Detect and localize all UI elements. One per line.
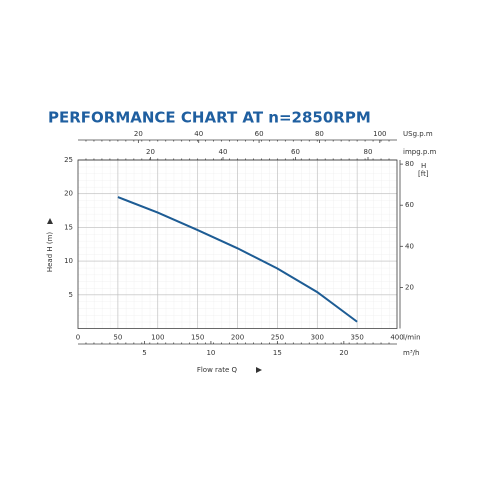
y-tick-label: 20 bbox=[64, 190, 73, 198]
tick-label: 20 bbox=[146, 148, 155, 156]
tick-label: 40 bbox=[194, 130, 203, 138]
y2-tick-label: 20 bbox=[405, 283, 414, 291]
x-axis-title: Flow rate Q bbox=[197, 366, 238, 374]
y2-tick-label: 60 bbox=[405, 201, 414, 209]
chart-title: PERFORMANCE CHART AT n=2850RPM bbox=[48, 109, 371, 127]
y-tick-label: 15 bbox=[64, 223, 73, 231]
tick-label: 60 bbox=[291, 148, 300, 156]
arrow bbox=[256, 367, 262, 373]
y-tick-label: 10 bbox=[64, 257, 73, 265]
x-unit: l/min bbox=[403, 334, 421, 342]
axis-label: m³/h bbox=[403, 349, 419, 357]
x-tick-label: 400 bbox=[390, 334, 403, 342]
tick-label: 80 bbox=[315, 130, 324, 138]
x-tick-label: 250 bbox=[271, 334, 284, 342]
arrow bbox=[47, 218, 53, 224]
y-tick-label: 5 bbox=[69, 291, 73, 299]
x-tick-label: 0 bbox=[76, 334, 80, 342]
tick-label: 40 bbox=[219, 148, 228, 156]
tick-label: 100 bbox=[373, 130, 386, 138]
tick-label: 60 bbox=[255, 130, 264, 138]
tick-label: 20 bbox=[339, 349, 348, 357]
y2-tick-label: 40 bbox=[405, 242, 414, 250]
tick-label: 10 bbox=[206, 349, 215, 357]
x-tick-label: 150 bbox=[191, 334, 204, 342]
curve bbox=[117, 196, 358, 323]
x-tick-label: 300 bbox=[311, 334, 324, 342]
y2-unit: [ft] bbox=[418, 170, 429, 178]
axis-label: impg.p.m bbox=[403, 148, 437, 156]
y2-tick-label: 80 bbox=[405, 160, 414, 168]
tick-label: 5 bbox=[142, 349, 146, 357]
tick-label: 15 bbox=[273, 349, 282, 357]
axis-label: USg.p.m bbox=[403, 130, 433, 138]
x-tick-label: 100 bbox=[151, 334, 164, 342]
x-tick-label: 200 bbox=[231, 334, 244, 342]
y2-label: H bbox=[421, 162, 426, 170]
tick-label: 20 bbox=[134, 130, 143, 138]
x-tick-label: 350 bbox=[350, 334, 363, 342]
y-tick-label: 25 bbox=[64, 156, 73, 164]
tick-label: 80 bbox=[364, 148, 373, 156]
y-axis-title: Head H (m) bbox=[46, 232, 54, 273]
x-tick-label: 50 bbox=[113, 334, 122, 342]
